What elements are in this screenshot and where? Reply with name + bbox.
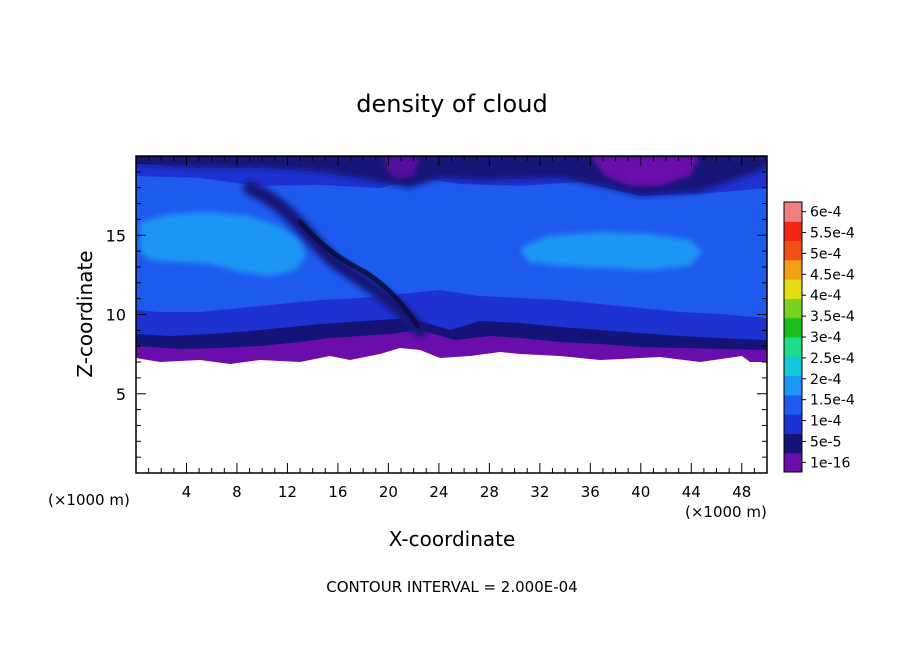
y-axis-label: Z-coordinate [73,250,97,377]
colorbar-band [784,317,802,338]
cloud-top-minimum [590,156,700,186]
colorbar-label: 5.5e-4 [810,226,855,242]
plot-area [136,156,767,473]
x-tick-label: 24 [429,483,448,501]
x-tick-label: 44 [682,483,701,501]
contour-interval-note: CONTOUR INTERVAL = 2.000E-04 [326,578,577,596]
colorbar-label: 3e-4 [810,330,842,346]
colorbar-band [784,279,802,299]
colorbar-band [784,452,802,473]
colorbar-band [784,240,802,261]
colorbar: 1e-16 5e-5 1e-4 1.5e-4 2e-4 2.5e-4 3e-4 3.5e-4 4… [783,201,855,473]
x-tick-label: 4 [182,483,192,501]
x-ticks: 4 8 12 16 20 24 28 32 36 40 44 48 [148,156,755,501]
x-axis-label: X-coordinate [389,527,516,551]
x-tick-label: 16 [328,483,347,501]
chart-title: density of cloud [356,90,547,118]
cloud-field [136,156,767,364]
colorbar-label: 1e-16 [810,455,850,471]
colorbar-band [784,298,802,319]
x-tick-label: 36 [581,483,600,501]
colorbar-label: 5e-4 [810,246,842,262]
colorbar-label: 6e-4 [810,205,842,221]
x-tick-label: 8 [232,483,242,501]
x-tick-label: 48 [732,483,751,501]
colorbar-label: 4e-4 [810,288,842,304]
colorbar-band [784,433,802,454]
x-tick-label: 12 [278,483,297,501]
cloud-descending-black-core [297,219,421,329]
y-ticks: 5 10 15 [106,171,767,458]
colorbar-label: 2.5e-4 [810,351,855,367]
colorbar-bands [784,202,802,473]
colorbar-label: 1.5e-4 [810,393,855,409]
z-unit-label: (×1000 m) [48,491,130,509]
colorbar-labels: 1e-16 5e-5 1e-4 1.5e-4 2e-4 2.5e-4 3e-4 3.5e-4 4… [802,205,855,471]
x-unit-label: (×1000 m) [685,503,767,521]
colorbar-band [784,356,802,377]
x-tick-label: 20 [379,483,398,501]
colorbar-band [784,414,802,434]
x-tick-label: 40 [631,483,650,501]
cloud-light-blue-core-left [140,212,306,276]
colorbar-band [784,221,802,242]
colorbar-label: 2e-4 [810,372,842,388]
x-tick-label: 28 [480,483,499,501]
colorbar-band [784,394,802,415]
y-tick-label: 5 [116,385,126,404]
colorbar-band [784,202,802,222]
colorbar-label: 5e-5 [810,434,841,450]
colorbar-band [784,375,802,396]
colorbar-label: 4.5e-4 [810,267,855,283]
colorbar-label: 3.5e-4 [810,309,855,325]
y-tick-label: 15 [106,226,126,245]
cloud-top-minimum-small [384,156,420,180]
cloud-light-blue-core-right [520,232,702,270]
colorbar-band [784,259,802,280]
colorbar-label: 1e-4 [810,414,842,430]
cloud-descending-dark-band [243,181,427,337]
x-tick-label: 32 [530,483,549,501]
y-tick-label: 10 [106,306,126,325]
colorbar-band [784,337,802,357]
